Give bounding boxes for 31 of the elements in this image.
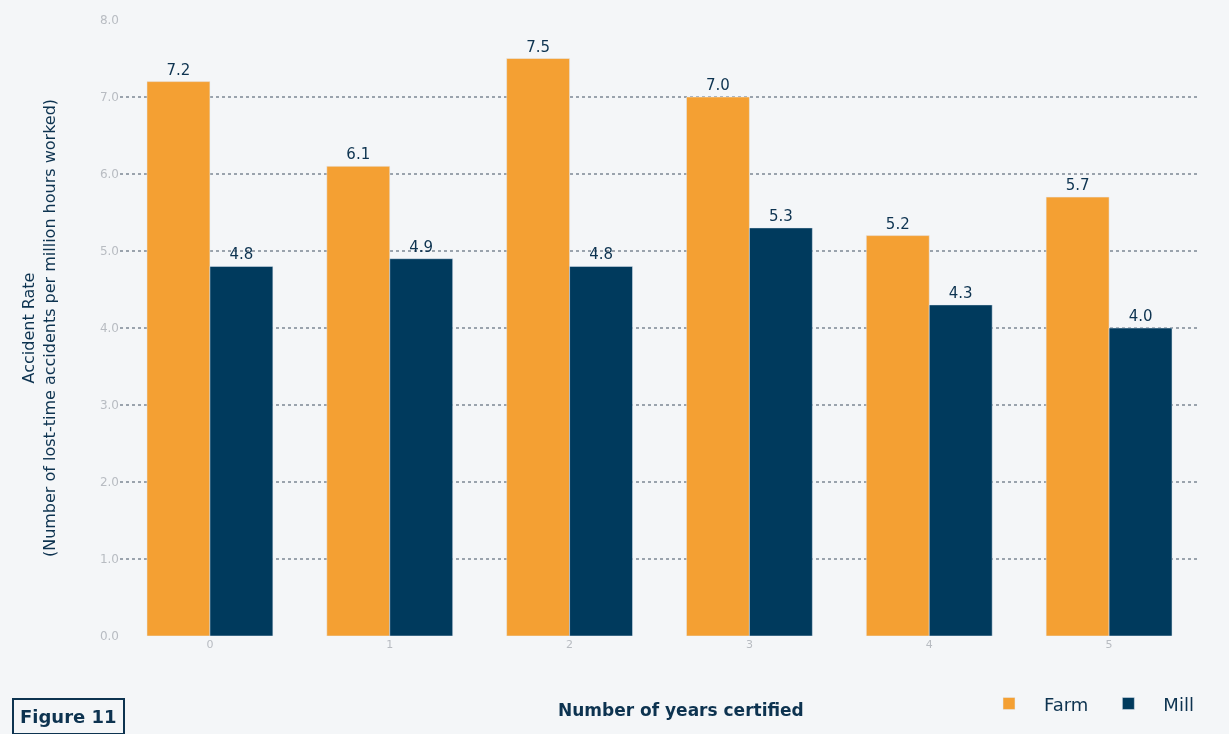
data-label: 6.1 [346, 145, 371, 164]
y-axis-title: Accident Rate (Number of lost-time accidents per million hours worked) [19, 98, 59, 558]
y-tick-label: 8.0 [99, 13, 119, 28]
x-axis-title: Number of years certified [558, 700, 804, 720]
x-tick-label: 1 [386, 638, 394, 651]
caption: Figure 11 [20, 706, 117, 727]
y-tick-label: 6.0 [99, 167, 119, 182]
legend-label: Farm [1044, 693, 1089, 715]
y-tick-label: 5.0 [99, 244, 119, 259]
data-label: 7.2 [166, 60, 191, 79]
y-tick-label: 3.0 [99, 398, 119, 413]
y-tick-label: 7.0 [99, 90, 119, 105]
y-tick-label: 4.0 [99, 321, 119, 336]
x-tick-label: 5 [1105, 638, 1113, 651]
x-tick-label: 4 [925, 638, 933, 651]
data-label: 4.9 [409, 237, 434, 256]
data-label: 5.2 [885, 214, 910, 233]
data-label: 4.8 [589, 245, 613, 264]
x-tick-label: 2 [566, 638, 574, 651]
legend-label: Mill [1163, 693, 1194, 715]
data-label: 4.3 [948, 283, 973, 302]
y-tick-label: 0.0 [99, 629, 119, 644]
data-label: 7.5 [526, 37, 551, 56]
data-label: 4.8 [229, 245, 254, 264]
data-label: 5.7 [1065, 176, 1090, 195]
y-tick-label: 1.0 [99, 552, 119, 567]
x-tick-label: 3 [745, 638, 753, 651]
data-label: 4.0 [1128, 307, 1153, 325]
data-label: 5.3 [768, 206, 793, 225]
y-tick-label: 2.0 [99, 475, 119, 490]
data-label: 7.0 [706, 76, 730, 94]
